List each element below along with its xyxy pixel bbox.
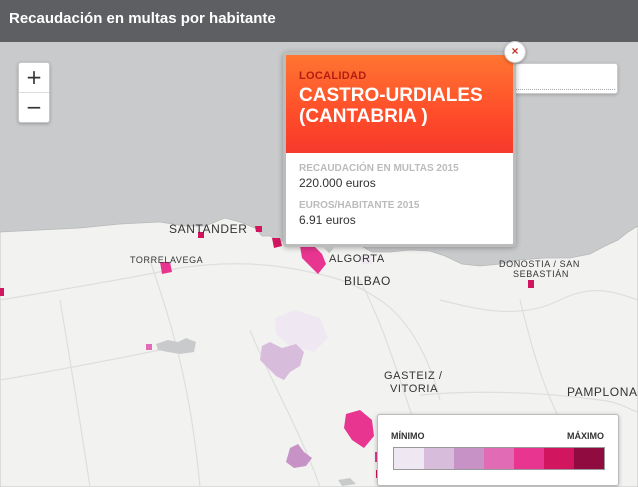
legend-swatch-1 [394,448,424,469]
place-label-bilbao: BILBAO [344,274,391,288]
popup-label: LOCALIDAD [299,70,367,82]
zoom-in-button[interactable]: + [25,65,43,89]
place-label-algorta: ALGORTA [329,253,385,265]
place-label-donostia-1: DONOSTIA / SAN [499,259,580,269]
popup-body: RECAUDACIÓN EN MULTAS 2015 220.000 euros… [299,163,459,237]
place-label-gasteiz-2: VITORIA [390,383,439,395]
popup-field1-value: 220.000 euros [299,176,376,190]
popup-tip [320,244,338,253]
legend-max-label: MÁXIMO [567,431,604,441]
legend-swatch-2 [424,448,454,469]
legend-swatch-7 [574,448,604,469]
legend-swatch-5 [514,448,544,469]
place-label-torrelavega: TORRELAVEGA [130,255,204,265]
popup-locality-name: CASTRO-URDIALES (CANTABRIA ) [299,85,483,127]
legend-swatch-6 [544,448,574,469]
legend-color-scale [393,447,605,470]
place-label-gasteiz-1: GASTEIZ / [384,370,443,382]
place-label-santander: SANTANDER [169,222,248,236]
zoom-control: + − [18,62,50,123]
legend-min-label: MÍNIMO [391,431,425,441]
legend: MÍNIMO MÁXIMO [377,414,619,486]
legend-swatch-4 [484,448,514,469]
popup-field1-label: RECAUDACIÓN EN MULTAS 2015 [299,163,459,174]
popup-field2-value: 6.91 euros [299,213,356,227]
place-label-donostia-2: SEBASTIÁN [513,269,569,279]
popup-header: LOCALIDAD CASTRO-URDIALES (CANTABRIA ) [286,55,513,153]
search-input[interactable] [503,69,615,90]
map-title: Recaudación en multas por habitante [0,0,638,42]
popup-close-button[interactable]: × [504,41,526,63]
legend-swatch-3 [454,448,484,469]
popup-field2-label: EUROS/HABITANTE 2015 [299,200,420,211]
municipality-regions [0,226,534,478]
reservoirs [156,338,356,486]
zoom-out-button[interactable]: − [19,92,49,122]
place-label-pamplona: PAMPLONA [567,385,638,399]
locality-popup: LOCALIDAD CASTRO-URDIALES (CANTABRIA ) R… [283,52,516,247]
